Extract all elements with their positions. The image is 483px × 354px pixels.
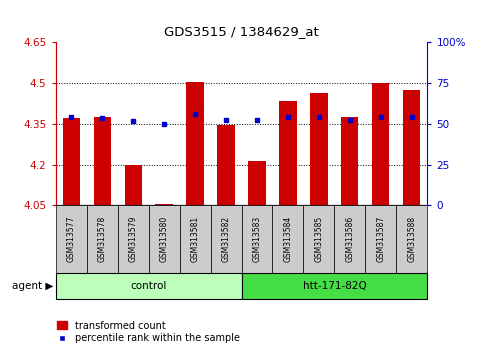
Bar (180, 205, 211, 273)
Bar (125, 165, 142, 205)
Bar (372, 83, 389, 205)
Text: GSM313582: GSM313582 (222, 216, 230, 262)
Bar (56, 205, 86, 273)
Bar (242, 205, 272, 273)
Bar (156, 204, 172, 205)
Bar (403, 90, 421, 205)
Bar (280, 101, 297, 205)
Text: GDS3515 / 1384629_at: GDS3515 / 1384629_at (164, 25, 319, 38)
Text: htt-171-82Q: htt-171-82Q (303, 281, 366, 291)
Text: GSM313578: GSM313578 (98, 216, 107, 262)
Text: GSM313577: GSM313577 (67, 216, 75, 262)
Bar (62, 119, 80, 205)
Text: GSM313585: GSM313585 (314, 216, 324, 262)
Text: GSM313584: GSM313584 (284, 216, 293, 262)
Bar (311, 93, 327, 205)
Bar (366, 205, 397, 273)
Bar (56, 273, 242, 299)
Bar (211, 205, 242, 273)
Text: GSM313583: GSM313583 (253, 216, 261, 262)
Bar (149, 205, 180, 273)
Text: GSM313588: GSM313588 (408, 216, 416, 262)
Bar (217, 125, 235, 205)
Text: control: control (130, 281, 167, 291)
Bar (303, 205, 334, 273)
Text: GSM313587: GSM313587 (376, 216, 385, 262)
Bar (341, 117, 358, 205)
Bar (272, 205, 303, 273)
Bar (242, 273, 427, 299)
Bar (397, 205, 427, 273)
Bar (86, 205, 117, 273)
Bar (186, 82, 203, 205)
Text: GSM313579: GSM313579 (128, 216, 138, 262)
Bar (94, 117, 111, 205)
Bar (248, 161, 266, 205)
Text: GSM313580: GSM313580 (159, 216, 169, 262)
Text: GSM313581: GSM313581 (190, 216, 199, 262)
Bar (334, 205, 366, 273)
Bar (117, 205, 149, 273)
Text: agent ▶: agent ▶ (12, 281, 53, 291)
Text: GSM313586: GSM313586 (345, 216, 355, 262)
Legend: transformed count, percentile rank within the sample: transformed count, percentile rank withi… (53, 317, 243, 347)
